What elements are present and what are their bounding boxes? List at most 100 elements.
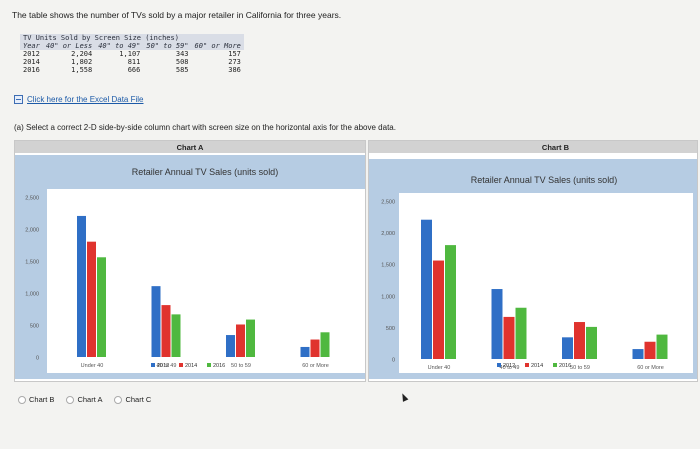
y-tick-label: 2,500	[25, 196, 39, 202]
choice-label: Chart C	[125, 395, 152, 404]
y-tick-label: 2,000	[381, 231, 395, 237]
bar-2014	[574, 322, 585, 359]
bar-2014	[236, 324, 245, 357]
x-tick-label: Under 40	[81, 363, 104, 369]
table-cell: 2,204	[71, 50, 93, 58]
bar-2012	[562, 337, 573, 359]
table-cell: 2016	[23, 66, 40, 74]
legend-swatch	[497, 363, 501, 367]
answer-choices: Chart B Chart A Chart C	[18, 395, 151, 404]
chart-a-label: Chart A	[15, 141, 365, 153]
legend-entry: 2014	[185, 363, 197, 369]
y-tick-label: 500	[386, 326, 395, 332]
excel-data-link[interactable]: Click here for the Excel Data File	[14, 95, 144, 104]
legend-entry: 2016	[559, 363, 571, 369]
table-row: 2016 1,558 666 585 386	[20, 66, 244, 74]
x-tick-label: 40 to 49	[157, 363, 177, 369]
table-cell: 585	[175, 66, 189, 74]
radio-button[interactable]	[66, 395, 75, 404]
excel-file-icon	[14, 95, 23, 104]
chart-a-svg: Retailer Annual TV Sales (units sold) 0 50…	[15, 155, 365, 379]
x-tick-label: 50 to 59	[570, 365, 590, 371]
legend-swatch	[207, 363, 211, 367]
bar-2014	[87, 241, 96, 357]
bar-2016	[320, 332, 330, 357]
x-tick-label: 60 or More	[302, 363, 329, 369]
table-row: 2014 1,802 811 508 273	[20, 58, 244, 66]
y-tick-label: 1,500	[381, 263, 395, 269]
table-cell: 1,558	[71, 66, 93, 74]
bar-2016	[656, 334, 668, 359]
bar-2014	[644, 341, 656, 359]
x-tick-label: 60 or More	[637, 365, 664, 371]
tv-units-table: TV Units Sold by Screen Size (inches) Ye…	[20, 34, 244, 74]
legend-entry: 2012	[157, 363, 169, 369]
table-cell: 273	[228, 58, 241, 66]
legend-entry: 2016	[213, 363, 225, 369]
chart-title: Retailer Annual TV Sales (units sold)	[471, 175, 617, 185]
radio-button[interactable]	[18, 395, 26, 404]
y-tick-label: 500	[30, 324, 39, 330]
table-header: 40" or Less	[42, 42, 96, 50]
chart-b-panel: Chart B Retailer Annual TV Sales (units …	[368, 140, 698, 382]
bar-2012	[77, 215, 86, 357]
x-tick-label: 40 to 49	[500, 365, 520, 371]
table-cell: 386	[228, 66, 241, 74]
radio-button[interactable]	[114, 395, 123, 404]
table-cell: 2014	[23, 58, 40, 66]
bar-2012	[632, 349, 644, 359]
y-tick-label: 0	[36, 356, 39, 362]
y-tick-label: 1,000	[25, 292, 39, 298]
x-tick-label: Under 40	[428, 365, 451, 371]
chart-b-label: Chart B	[369, 141, 697, 153]
bar-2014	[161, 305, 171, 357]
table-cell: 1,802	[71, 58, 93, 66]
choice-label: Chart B	[29, 395, 55, 404]
legend-swatch	[179, 363, 183, 367]
chart-a-panel: Chart A Retailer Annual TV Sales (units …	[14, 140, 366, 382]
bar-2012	[300, 346, 310, 357]
x-tick-label: 50 to 59	[231, 363, 251, 369]
choice-chart-c[interactable]: Chart C	[114, 395, 151, 404]
table-cell: 811	[127, 58, 141, 66]
table-cell: 157	[228, 50, 241, 58]
table-cell: 343	[175, 50, 189, 58]
bar-2012	[491, 289, 503, 359]
chart-title: Retailer Annual TV Sales (units sold)	[132, 167, 278, 177]
bar-2012	[421, 219, 432, 359]
choice-chart-a[interactable]: Chart A	[66, 395, 102, 404]
table-header: 60" or More	[191, 42, 244, 50]
legend-swatch	[525, 363, 529, 367]
legend-entry: 2012	[503, 363, 515, 369]
bar-2014	[503, 316, 515, 359]
chart-b-svg: Retailer Annual TV Sales (units sold) 0 50…	[369, 159, 697, 379]
legend-swatch	[553, 363, 557, 367]
table-header: 50" to 59"	[143, 42, 192, 50]
table-cell: 2012	[23, 50, 40, 58]
y-tick-label: 1,500	[25, 260, 39, 266]
y-tick-label: 2,500	[381, 200, 395, 206]
table-row: 2012 2,204 1,107 343 157	[20, 50, 244, 58]
table-header: 40" to 49"	[95, 42, 144, 50]
bar-2016	[515, 307, 527, 359]
y-tick-label: 0	[392, 358, 395, 364]
table-cell: 1,107	[119, 50, 141, 58]
excel-link-label: Click here for the Excel Data File	[27, 95, 144, 104]
bar-2014	[433, 260, 444, 359]
y-tick-label: 1,000	[381, 294, 395, 300]
legend-entry: 2014	[531, 363, 543, 369]
bar-2016	[171, 314, 181, 357]
legend-swatch	[151, 363, 155, 367]
intro-text: The table shows the number of TVs sold b…	[12, 10, 342, 20]
table-cell: 666	[127, 66, 141, 74]
choice-chart-b[interactable]: Chart B	[18, 395, 54, 404]
bar-2012	[226, 335, 235, 357]
table-title: TV Units Sold by Screen Size (inches)	[20, 34, 244, 42]
table-cell: 508	[175, 58, 189, 66]
bar-2012	[151, 286, 161, 357]
bar-2016	[246, 319, 255, 357]
bar-2016	[586, 326, 597, 359]
question-text: (a) Select a correct 2-D side-by-side co…	[14, 123, 396, 132]
bar-2014	[310, 339, 320, 357]
y-tick-label: 2,000	[25, 228, 39, 234]
